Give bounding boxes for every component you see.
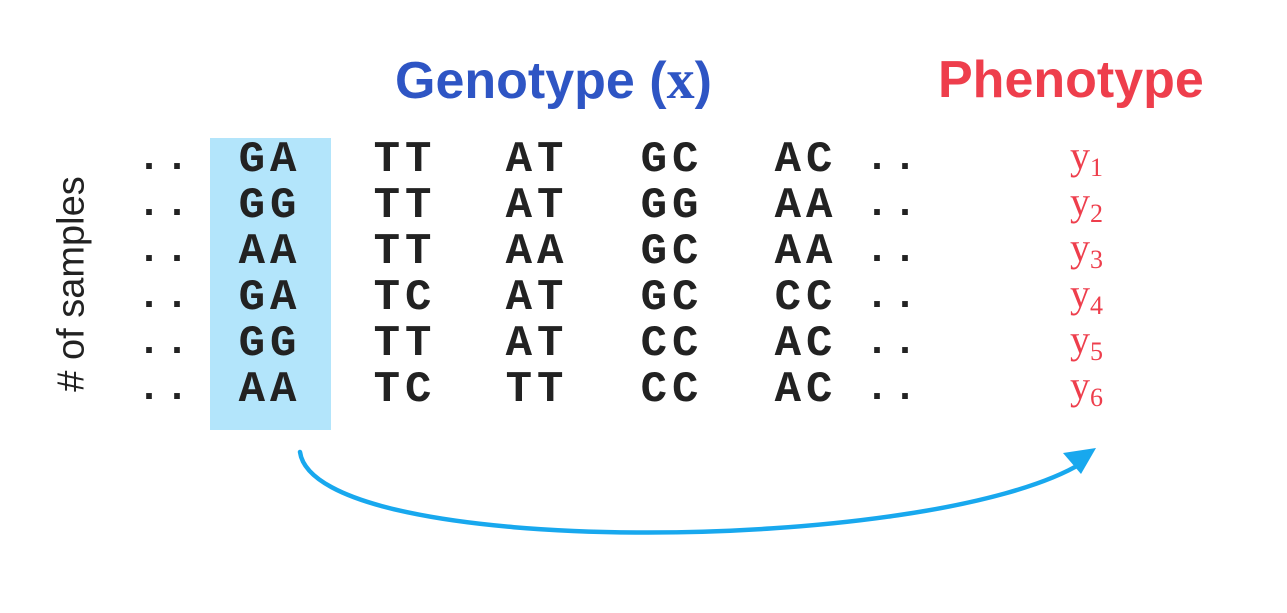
- genotype-title-paren-close: ): [694, 52, 712, 110]
- association-arrow-curve: [297, 449, 1085, 535]
- phenotype-value: y4: [1070, 271, 1103, 320]
- genotype-cell: AA: [238, 365, 302, 415]
- phenotype-subscript: 2: [1090, 199, 1103, 228]
- genotype-cell: GC: [640, 227, 704, 277]
- genotype-cell: GG: [238, 319, 302, 369]
- genotype-cell: GC: [640, 135, 704, 185]
- highlighted-snp-column: [210, 138, 331, 430]
- genotype-cell: AT: [505, 135, 569, 185]
- phenotype-subscript: 6: [1090, 383, 1103, 412]
- phenotype-subscript: 3: [1090, 245, 1103, 274]
- genotype-cell: CC: [774, 273, 838, 323]
- genotype-cell: AA: [238, 227, 302, 277]
- phenotype-symbol: y: [1070, 133, 1090, 178]
- genotype-cell: TT: [373, 227, 437, 277]
- row-ellipsis-right: ..: [864, 229, 921, 274]
- phenotype-title: Phenotype: [938, 51, 1204, 109]
- phenotype-symbol: y: [1070, 363, 1090, 408]
- row-ellipsis-right: ..: [864, 137, 921, 182]
- genotype-cell: TT: [373, 319, 437, 369]
- phenotype-symbol: y: [1070, 317, 1090, 362]
- phenotype-subscript: 1: [1090, 153, 1103, 182]
- phenotype-subscript: 4: [1090, 291, 1103, 320]
- genotype-cell: TT: [505, 365, 569, 415]
- genotype-title: Genotype (x): [395, 44, 712, 117]
- phenotype-value: y5: [1070, 317, 1103, 366]
- genotype-cell: AT: [505, 273, 569, 323]
- genotype-cell: AT: [505, 181, 569, 231]
- phenotype-value: y2: [1070, 179, 1103, 228]
- genotype-cell: CC: [640, 365, 704, 415]
- genotype-cell: GG: [238, 181, 302, 231]
- genotype-cell: GG: [640, 181, 704, 231]
- genotype-cell: TC: [373, 273, 437, 323]
- genotype-cell: AT: [505, 319, 569, 369]
- row-ellipsis-left: ..: [136, 367, 193, 412]
- genotype-cell: AC: [774, 365, 838, 415]
- row-ellipsis-right: ..: [864, 183, 921, 228]
- phenotype-value: y6: [1070, 363, 1103, 412]
- genotype-title-paren-open: (: [649, 52, 667, 110]
- phenotype-symbol: y: [1070, 271, 1090, 316]
- row-ellipsis-right: ..: [864, 367, 921, 412]
- row-ellipsis-left: ..: [136, 183, 193, 228]
- genotype-cell: TC: [373, 365, 437, 415]
- genotype-cell: CC: [640, 319, 704, 369]
- genotype-cell: TT: [373, 135, 437, 185]
- row-ellipsis-left: ..: [136, 275, 193, 320]
- phenotype-value: y1: [1070, 133, 1103, 182]
- phenotype-symbol: y: [1070, 179, 1090, 224]
- genotype-title-word: Genotype: [395, 52, 635, 110]
- genotype-cell: GA: [238, 135, 302, 185]
- phenotype-symbol: y: [1070, 225, 1090, 270]
- row-ellipsis-left: ..: [136, 321, 193, 366]
- genotype-cell: AA: [774, 227, 838, 277]
- genotype-cell: AC: [774, 319, 838, 369]
- association-arrow-head: [1063, 448, 1096, 474]
- genotype-cell: AA: [774, 181, 838, 231]
- genotype-cell: AC: [774, 135, 838, 185]
- genotype-cell: AA: [505, 227, 569, 277]
- row-ellipsis-right: ..: [864, 275, 921, 320]
- row-ellipsis-left: ..: [136, 137, 193, 182]
- phenotype-subscript: 5: [1090, 337, 1103, 366]
- row-ellipsis-left: ..: [136, 229, 193, 274]
- row-ellipsis-right: ..: [864, 321, 921, 366]
- genotype-cell: TT: [373, 181, 437, 231]
- genotype-cell: GA: [238, 273, 302, 323]
- genotype-cell: GC: [640, 273, 704, 323]
- phenotype-value: y3: [1070, 225, 1103, 274]
- genotype-variable: x: [666, 49, 695, 111]
